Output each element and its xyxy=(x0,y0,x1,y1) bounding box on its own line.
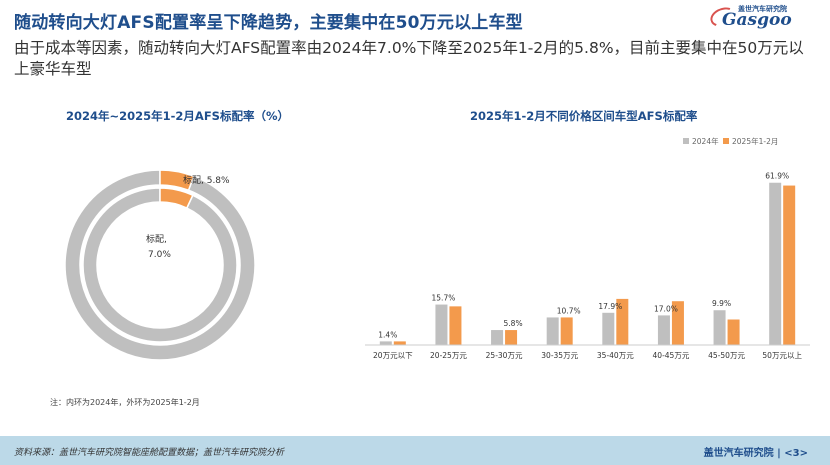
donut-chart: 标配, 5.8% 标配, 7.0% xyxy=(64,169,256,361)
chart-note: 注：内环为2024年，外环为2025年1-2月 xyxy=(50,398,200,407)
bar-2024-0 xyxy=(379,341,392,345)
x-tick-label: 40-45万元 xyxy=(653,351,690,360)
bar-value-label: 9.9% xyxy=(712,299,731,308)
bar-2025-5 xyxy=(671,301,684,345)
bar-value-label: 1.4% xyxy=(378,330,397,339)
bar-2024-5 xyxy=(657,315,670,345)
bar-chart-title: 2025年1-2月不同价格区间车型AFS标配率 xyxy=(470,109,698,123)
x-tick-label: 20-25万元 xyxy=(430,351,467,360)
bar-x-axis-labels: 20万元以下 20-25万元 25-30万元 30-35万元 35-40万元 40-45万… xyxy=(373,351,802,360)
bar-2025-2 xyxy=(505,330,518,345)
bar-value-label: 61.9% xyxy=(765,172,789,181)
footer-bar: 资料来源：盖世汽车研究院智能座舱配置数据；盖世汽车研究院分析 盖世汽车研究院 |… xyxy=(0,436,830,465)
bar-2025-0 xyxy=(393,341,406,345)
logo-chinese-text: 盖世汽车研究院 xyxy=(738,5,787,13)
bar-2024-7 xyxy=(769,182,782,345)
legend-swatch xyxy=(683,138,689,144)
bar-2025-6 xyxy=(727,319,740,345)
gasgoo-logo: 盖世汽车研究院 Gasgoo xyxy=(702,4,820,30)
legend-label: 2025年1-2月 xyxy=(732,136,778,146)
legend-label: 2024年 xyxy=(692,136,719,146)
bar-2024-3 xyxy=(546,317,559,345)
inner-ring-value: 7.0% xyxy=(148,250,171,260)
bar-2024-2 xyxy=(491,330,504,345)
x-tick-label: 20万元以下 xyxy=(373,351,413,360)
footer-source: 资料来源：盖世汽车研究院智能座舱配置数据；盖世汽车研究院分析 xyxy=(14,448,285,458)
donut-chart-title: 2024年~2025年1-2月AFS标配率（%） xyxy=(66,109,289,123)
bar-value-label: 5.8% xyxy=(504,319,523,328)
bar-2025-1 xyxy=(449,306,462,345)
outer-ring-label: 标配, 5.8% xyxy=(183,174,230,186)
bar-value-label: 15.7% xyxy=(432,294,456,303)
bar-2024-6 xyxy=(713,310,726,345)
bar-value-label: 17.0% xyxy=(654,304,678,313)
footer-brand-page: 盖世汽车研究院 | <3> xyxy=(703,448,808,459)
bar-chart: 2024年 2025年1-2月 1.4% 15.7% 5.8% 10.7% 17.9% 17… xyxy=(365,136,810,360)
x-tick-label: 35-40万元 xyxy=(597,351,634,360)
bar-2025-7 xyxy=(783,185,796,345)
outer-ring-standard-slice xyxy=(159,169,195,192)
bar-2024-4 xyxy=(602,312,615,345)
bar-series xyxy=(379,182,796,345)
bar-2025-3 xyxy=(560,317,573,345)
inner-ring-label: 标配, xyxy=(146,233,167,245)
outer-ring-remainder xyxy=(64,169,256,361)
bar-2024-1 xyxy=(435,304,448,345)
inner-ring-remainder xyxy=(82,187,238,343)
logo-word: Gasgoo xyxy=(722,10,792,30)
bar-value-label: 10.7% xyxy=(557,306,581,315)
legend-swatch xyxy=(723,138,729,144)
bar-value-labels: 1.4% 15.7% 5.8% 10.7% 17.9% 17.0% 9.9% 61.9% xyxy=(378,172,789,340)
inner-ring-standard-slice xyxy=(159,187,194,209)
donut-rings xyxy=(64,169,256,361)
page-subtitle: 由于成本等因素，随动转向大灯AFS配置率由2024年7.0%下降至2025年1-… xyxy=(14,39,804,78)
bar-value-label: 17.9% xyxy=(598,302,622,311)
x-tick-label: 50万元以上 xyxy=(762,351,802,360)
page-title: 随动转向大灯AFS配置率呈下降趋势，主要集中在50万元以上车型 xyxy=(14,13,523,33)
x-tick-label: 25-30万元 xyxy=(486,351,523,360)
bar-2025-4 xyxy=(616,298,629,345)
x-tick-label: 30-35万元 xyxy=(541,351,578,360)
bar-legend: 2024年 2025年1-2月 xyxy=(683,136,778,146)
x-tick-label: 45-50万元 xyxy=(708,351,745,360)
